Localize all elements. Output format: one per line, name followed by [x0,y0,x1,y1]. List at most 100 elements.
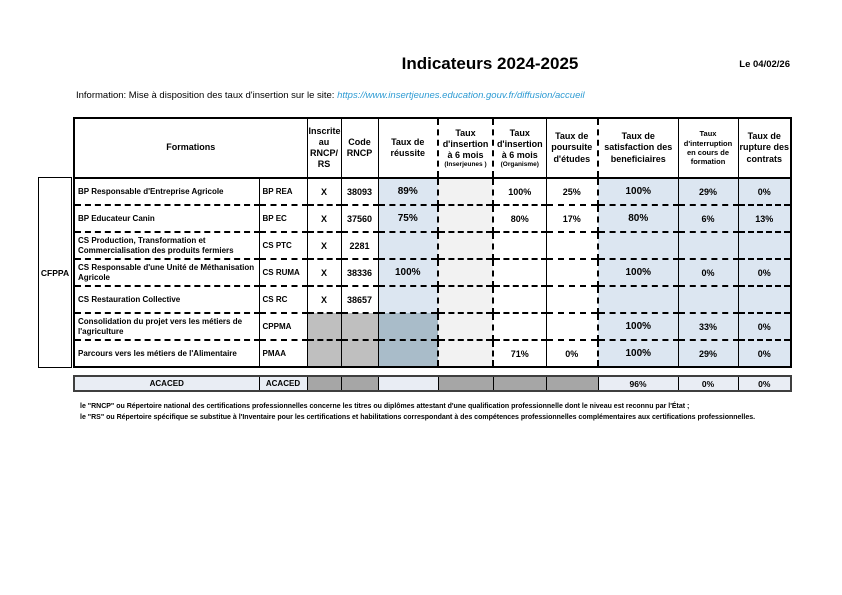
code-cell-na [340,312,379,340]
insertion-organisme-cell [493,312,547,340]
interruption-cell: 29% [677,177,739,205]
code-cell-na [340,375,379,392]
footnotes: le "RNCP" ou Répertoire national des cer… [80,402,755,423]
interruption-cell [677,285,739,313]
insertion-organisme-cell: 100% [493,177,547,205]
formation-name-cell: ACACED [73,375,260,392]
date-label: Le 04/02/26 [739,59,790,70]
insertion-organisme-cell [493,258,547,286]
insertion-organisme-cell-na [492,375,547,392]
rncp-cell: X [306,204,342,232]
rupture-cell: 0% [737,375,792,392]
indicators-table: Formations Inscrite au RNCP/ RS Code RNC… [73,117,793,368]
formation-name-cell: Parcours vers les métiers de l'Alimentai… [73,339,260,367]
formation-row: BP Responsable d'Entreprise Agricole BP … [73,177,792,205]
poursuite-cell: 0% [545,339,599,367]
formation-abbr-cell: CPPMA [258,312,308,340]
rncp-cell: X [306,285,342,313]
formation-name-cell: BP Responsable d'Entreprise Agricole [73,177,260,205]
code-cell: 38336 [340,258,379,286]
insertion-inserjeunes-cell [437,231,495,259]
col-header-insertion-organisme-sub: (Organisme) [500,161,539,169]
formation-abbr-cell: ACACED [258,375,308,392]
formation-row: BP Educateur Canin BP EC X 37560 75% 80%… [73,204,792,232]
reussite-cell [377,231,439,259]
reussite-cell: 100% [377,258,439,286]
rncp-cell-na [306,339,342,367]
reussite-cell-na [377,339,439,367]
col-header-formations: Formations [73,117,308,179]
insertion-inserjeunes-cell [437,204,495,232]
col-header-insertion-inserjeunes-label: Taux d'insertion à 6 mois [442,127,489,161]
formation-name-cell: CS Production, Transformation et Commerc… [73,231,260,259]
insertjeunes-link[interactable]: https://www.insertjeunes.education.gouv.… [337,90,585,101]
satisfaction-cell: 100% [597,177,679,205]
insertion-organisme-cell: 71% [493,339,547,367]
formation-row: Consolidation du projet vers les métiers… [73,312,792,340]
rupture-cell [737,285,792,313]
interruption-cell: 29% [677,339,739,367]
satisfaction-cell: 80% [597,204,679,232]
rupture-cell: 0% [737,339,792,367]
rupture-cell: 0% [737,312,792,340]
satisfaction-cell: 100% [597,312,679,340]
col-header-insertion-organisme-label: Taux d'insertion à 6 mois [496,127,543,161]
formation-name-cell: CS Responsable d'une Unité de Méthanisat… [73,258,260,286]
code-cell: 38657 [340,285,379,313]
reussite-cell [377,375,439,392]
formation-name-cell: BP Educateur Canin [73,204,260,232]
formation-row: CS Restauration Collective CS RC X 38657 [73,285,792,313]
insertion-inserjeunes-cell [437,339,495,367]
poursuite-cell [545,312,599,340]
formation-name-cell: Consolidation du projet vers les métiers… [73,312,260,340]
col-header-insertion-inserjeunes-sub: (Inserjeunes ) [444,161,487,169]
rupture-cell: 13% [737,204,792,232]
interruption-cell: 6% [677,204,739,232]
rupture-cell [737,231,792,259]
formation-abbr-cell: CS RUMA [258,258,308,286]
poursuite-cell [545,231,599,259]
col-header-poursuite: Taux de poursuite d'études [545,117,599,179]
poursuite-cell: 25% [545,177,599,205]
interruption-cell: 33% [677,312,739,340]
interruption-cell [677,231,739,259]
formation-name-cell: CS Restauration Collective [73,285,260,313]
reussite-cell [377,285,439,313]
formation-abbr-cell: CS PTC [258,231,308,259]
rncp-cell: X [306,231,342,259]
rncp-cell-na [306,312,342,340]
code-cell: 37560 [340,204,379,232]
formation-row: Parcours vers les métiers de l'Alimentai… [73,339,792,367]
formation-abbr-cell: BP REA [258,177,308,205]
rncp-cell: X [306,258,342,286]
formation-row: CS Production, Transformation et Commerc… [73,231,792,259]
col-header-insertion-organisme: Taux d'insertion à 6 mois (Organisme) [493,117,547,179]
insertion-organisme-cell [493,231,547,259]
reussite-cell: 89% [377,177,439,205]
info-label: Information: Mise à disposition des taux… [76,90,335,101]
col-header-insertion-inserjeunes: Taux d'insertion à 6 mois (Inserjeunes ) [437,117,495,179]
rupture-cell: 0% [737,177,792,205]
code-cell: 2281 [340,231,379,259]
group-label-cfppa: CFPPA [38,177,72,368]
footnote-rncp: le "RNCP" ou Répertoire national des cer… [80,403,690,410]
formation-abbr-cell: PMAA [258,339,308,367]
page-title: Indicateurs 2024-2025 [401,54,579,73]
rncp-cell-na [306,375,342,392]
reussite-cell-na [377,312,439,340]
satisfaction-cell: 100% [597,339,679,367]
insertion-inserjeunes-cell [437,312,495,340]
header-row: Formations Inscrite au RNCP/ RS Code RNC… [73,117,792,179]
formation-abbr-cell: BP EC [258,204,308,232]
poursuite-cell-na [545,375,599,392]
formation-row: CS Responsable d'une Unité de Méthanisat… [73,258,792,286]
col-header-satisfaction: Taux de satisfaction des beneficiaires [597,117,679,179]
col-header-interruption: Taux d'interruption en cours de formatio… [677,117,739,179]
interruption-cell: 0% [677,375,739,392]
code-cell: 38093 [340,177,379,205]
poursuite-cell [545,258,599,286]
satisfaction-cell: 100% [597,258,679,286]
code-cell-na [340,339,379,367]
insertion-inserjeunes-cell [437,258,495,286]
